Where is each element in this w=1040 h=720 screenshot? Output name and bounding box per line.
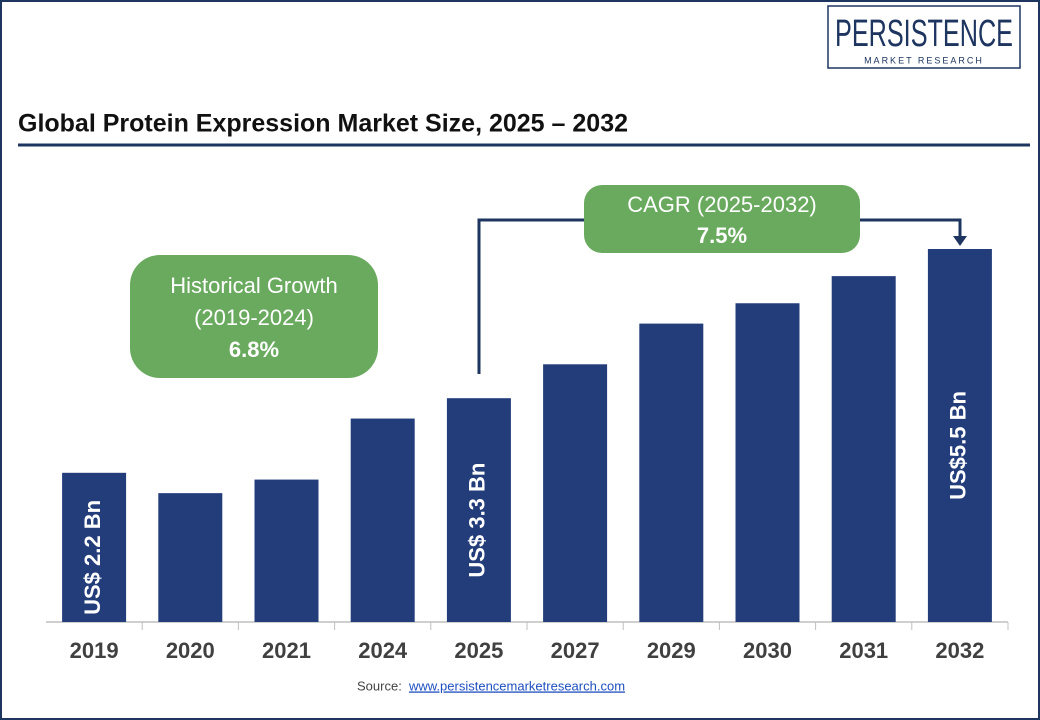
callout-label: CAGR (2025-2032): [627, 192, 817, 217]
connector: [860, 218, 962, 238]
x-tick-label: 2027: [551, 638, 600, 663]
callout-period: (2019-2024): [194, 305, 314, 330]
bar: [831, 276, 896, 622]
source-link[interactable]: www.persistencemarketresearch.com: [408, 678, 625, 693]
bar: [254, 479, 319, 622]
x-tick-label: 2032: [935, 638, 984, 663]
x-tick-label: 2024: [358, 638, 408, 663]
bar: [639, 323, 704, 622]
x-tick-label: 2021: [262, 638, 311, 663]
callout-box: [584, 185, 860, 253]
bar: [927, 249, 992, 622]
logo-tagline: MARKET RESEARCH: [864, 55, 984, 65]
arrow-head: [953, 236, 967, 246]
bar: [446, 398, 511, 622]
bar: [62, 472, 127, 622]
value-label: US$5.5 Bn: [946, 391, 971, 500]
logo: PERSISTENCE MARKET RESEARCH: [827, 5, 1021, 69]
x-tick-label: 2029: [647, 638, 696, 663]
bar: [350, 418, 415, 622]
bar: [543, 364, 608, 622]
x-tick-label: 2019: [70, 638, 119, 663]
x-tick-label: 2030: [743, 638, 792, 663]
x-tick-label: 2025: [454, 638, 503, 663]
connector: [477, 218, 584, 374]
callout-value: 6.8%: [229, 337, 279, 362]
x-tick-label: 2020: [166, 638, 215, 663]
callout-value: 7.5%: [697, 223, 747, 248]
bar: [158, 493, 223, 622]
logo-name: PERSISTENCE: [835, 13, 1013, 55]
value-label: US$ 2.2 Bn: [80, 500, 105, 615]
logo-box: [827, 5, 1021, 69]
source-label: Source:: [357, 678, 402, 693]
callout-box: [130, 255, 378, 378]
x-tick-label: 2031: [839, 638, 888, 663]
chart-title: Global Protein Expression Market Size, 2…: [18, 110, 628, 138]
callout-label: Historical Growth: [170, 273, 337, 298]
bar: [735, 303, 800, 622]
value-label: US$ 3.3 Bn: [465, 463, 490, 578]
